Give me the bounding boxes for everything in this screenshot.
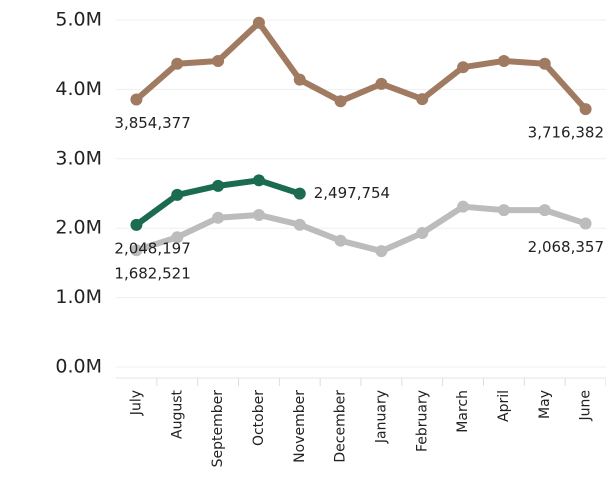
- data-label: 2,497,754: [314, 184, 390, 202]
- y-tick-label: 5.0M: [55, 9, 102, 31]
- point: [497, 204, 510, 217]
- x-tick-label: July: [128, 390, 144, 416]
- point: [579, 217, 592, 230]
- point: [293, 73, 306, 86]
- point: [252, 209, 265, 222]
- x-tick-label: September: [210, 390, 226, 468]
- y-tick-label: 0.0M: [55, 356, 102, 378]
- x-tick-label: April: [496, 390, 512, 422]
- data-label: 3,854,377: [114, 114, 190, 132]
- point: [130, 244, 143, 257]
- point: [212, 211, 225, 224]
- x-tick-label: October: [251, 390, 267, 446]
- point: [130, 218, 143, 231]
- x-tick-label: January: [373, 390, 389, 444]
- x-tick-label: May: [537, 390, 553, 419]
- point: [334, 95, 347, 108]
- point: [334, 234, 347, 247]
- point: [375, 77, 388, 90]
- data-label: 2,068,357: [528, 238, 604, 256]
- y-tick-label: 3.0M: [55, 147, 102, 169]
- y-tick-label: 2.0M: [55, 217, 102, 239]
- point: [457, 61, 470, 74]
- point: [497, 54, 510, 67]
- x-tick-label: November: [292, 390, 308, 463]
- point: [171, 57, 184, 70]
- point: [212, 179, 225, 192]
- point: [538, 57, 551, 70]
- x-tick-label: February: [414, 390, 430, 452]
- data-label: 3,716,382: [528, 124, 604, 142]
- point: [212, 54, 225, 67]
- point: [171, 188, 184, 201]
- point: [579, 103, 592, 116]
- series-line: [135, 203, 587, 255]
- point: [416, 93, 429, 106]
- y-tick-label: 1.0M: [55, 286, 102, 308]
- x-tick-label: March: [455, 390, 471, 433]
- point: [130, 93, 143, 106]
- data-label: 2,048,197: [114, 239, 190, 257]
- point: [375, 245, 388, 258]
- data-label: 1,682,521: [114, 265, 190, 283]
- y-tick-label: 4.0M: [55, 78, 102, 100]
- x-tick-label: December: [333, 390, 349, 463]
- series-line: [134, 19, 588, 112]
- point: [293, 187, 306, 200]
- point: [457, 200, 470, 213]
- point: [171, 231, 184, 244]
- x-tick-label: June: [578, 390, 594, 422]
- x-tick-label: August: [169, 389, 185, 439]
- point: [416, 227, 429, 240]
- point: [293, 218, 306, 231]
- point: [252, 174, 265, 187]
- point: [252, 16, 265, 29]
- point: [538, 204, 551, 217]
